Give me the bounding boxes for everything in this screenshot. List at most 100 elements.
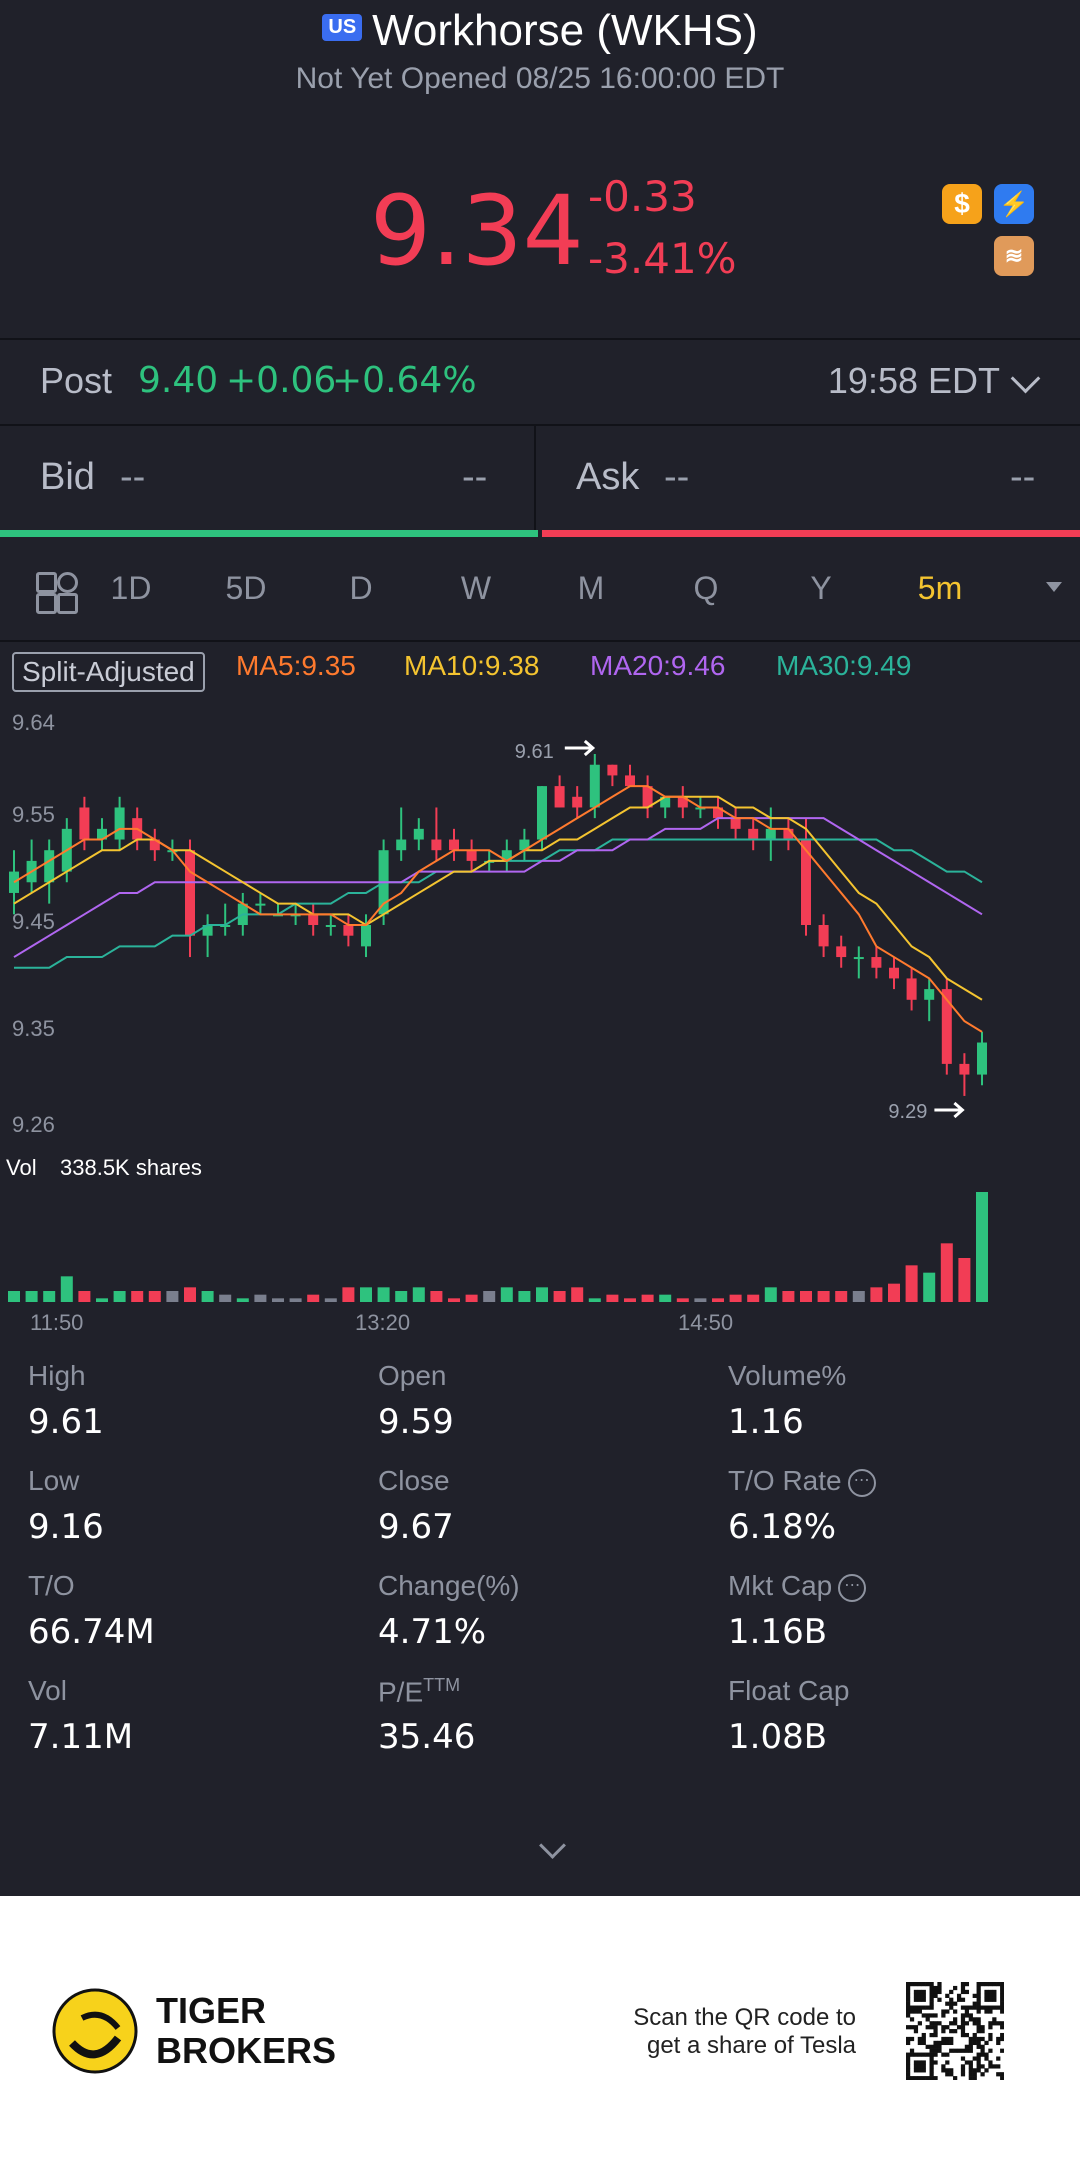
qr-module bbox=[949, 2036, 954, 2042]
qr-module bbox=[933, 2048, 938, 2053]
qr-module bbox=[921, 2036, 926, 2042]
tab-m[interactable]: M bbox=[577, 570, 605, 606]
volume-bar bbox=[254, 1294, 267, 1302]
volume-bar bbox=[624, 1298, 636, 1302]
volume-bar bbox=[676, 1298, 689, 1302]
qr-module bbox=[913, 2029, 919, 2034]
tab-d[interactable]: D bbox=[349, 570, 373, 606]
page-title: US Workhorse (WKHS) bbox=[0, 6, 1080, 56]
qr-module bbox=[980, 2005, 985, 2010]
ma20-label: MA20:9.46 bbox=[590, 650, 726, 681]
qr-module bbox=[906, 1997, 911, 2002]
qr-module bbox=[964, 2009, 970, 2014]
qr-module bbox=[984, 2005, 989, 2010]
volume-bar bbox=[940, 1243, 953, 1302]
volume-bar bbox=[360, 1287, 372, 1302]
divider bbox=[0, 424, 1080, 426]
qr-module bbox=[956, 1993, 962, 1998]
qr-module bbox=[941, 2040, 946, 2046]
period-dropdown-icon[interactable] bbox=[1046, 582, 1062, 592]
qr-module bbox=[941, 2052, 946, 2057]
tab-q[interactable]: Q bbox=[693, 570, 719, 606]
candle-body bbox=[941, 989, 952, 1064]
stat-label-text: Volume% bbox=[728, 1360, 847, 1391]
price-chart[interactable]: 9.64 9.55 9.45 9.35 9.26 9.61 9.29 Vol 338.5K sh… bbox=[0, 700, 1080, 1340]
info-icon[interactable]: ⋯ bbox=[847, 1468, 876, 1497]
qr-module bbox=[996, 2005, 1001, 2010]
qr-module bbox=[976, 1989, 981, 1995]
volume-bar bbox=[641, 1294, 654, 1302]
candle-body bbox=[343, 925, 354, 936]
qr-module bbox=[949, 2072, 954, 2077]
qr-module bbox=[1000, 1993, 1004, 1998]
qr-module bbox=[945, 2052, 950, 2057]
qr-module bbox=[988, 2048, 993, 2053]
qr-module bbox=[976, 1997, 981, 2002]
stat-label: Float Cap bbox=[728, 1675, 849, 1707]
chevron-down-icon[interactable] bbox=[1010, 363, 1041, 394]
qr-module bbox=[976, 2025, 981, 2030]
qr-module bbox=[964, 1982, 970, 1987]
qr-module bbox=[917, 2076, 922, 2080]
volume-bar bbox=[430, 1291, 443, 1302]
grid-layout-icon[interactable] bbox=[36, 572, 78, 614]
candle-body bbox=[889, 967, 899, 979]
qr-module bbox=[941, 2064, 946, 2069]
stat-label-text: High bbox=[28, 1360, 86, 1391]
stat-value: 66.74M bbox=[28, 1612, 155, 1652]
qr-module bbox=[933, 2060, 938, 2065]
volume-bar bbox=[888, 1283, 900, 1302]
qr-module bbox=[917, 2064, 922, 2069]
qr-module bbox=[972, 2056, 977, 2061]
qr-module bbox=[1000, 2021, 1004, 2026]
volume-bar bbox=[958, 1258, 971, 1302]
market-status: Not Yet Opened 08/25 16:00:00 EDT bbox=[295, 62, 785, 95]
qr-code-icon[interactable] bbox=[906, 1982, 1004, 2080]
candle-body bbox=[308, 914, 319, 925]
volume-value: 338.5K shares bbox=[60, 1155, 202, 1180]
volume-bar bbox=[553, 1291, 566, 1302]
split-adjusted-toggle[interactable]: Split-Adjusted bbox=[12, 652, 205, 692]
qr-module bbox=[925, 2025, 930, 2030]
qr-module bbox=[968, 2036, 973, 2042]
bid-ratio-bar bbox=[0, 530, 538, 537]
lightning-level1-icon[interactable]: ⚡ bbox=[994, 184, 1034, 224]
qr-module bbox=[992, 2021, 997, 2026]
qr-module bbox=[925, 2052, 930, 2057]
qr-module bbox=[972, 2032, 977, 2038]
volume-bar bbox=[747, 1294, 760, 1302]
dollar-icon[interactable]: $ bbox=[942, 184, 982, 224]
volume-bar bbox=[852, 1291, 865, 1302]
stat-value: 4.71% bbox=[378, 1612, 487, 1652]
qr-module bbox=[960, 2017, 966, 2022]
qr-module bbox=[933, 1989, 938, 1995]
volume-bar bbox=[659, 1294, 672, 1302]
qr-module bbox=[933, 2040, 938, 2046]
tab-1d[interactable]: 1D bbox=[110, 570, 152, 606]
info-icon[interactable]: ⋯ bbox=[838, 1573, 867, 1602]
qr-module bbox=[984, 1993, 989, 1998]
candle-body bbox=[537, 786, 547, 840]
qr-module bbox=[929, 2052, 934, 2057]
volume-bar bbox=[96, 1298, 108, 1302]
qr-module bbox=[976, 2052, 981, 2057]
qr-module bbox=[913, 2009, 919, 2014]
tab-5d[interactable]: 5D bbox=[225, 570, 267, 606]
layers-a-icon[interactable]: ≋ bbox=[994, 236, 1034, 276]
expand-chevron-icon[interactable] bbox=[539, 1832, 566, 1859]
tab-5m[interactable]: 5m bbox=[917, 570, 963, 606]
qr-module bbox=[937, 1997, 942, 2002]
qr-module bbox=[976, 2029, 981, 2034]
bid-panel: Bid -- -- bbox=[0, 426, 540, 530]
qr-module bbox=[1000, 1989, 1004, 1995]
qr-module bbox=[972, 2076, 977, 2080]
stat-label: P/ETTM bbox=[378, 1675, 460, 1708]
tab-w[interactable]: W bbox=[460, 570, 492, 606]
qr-module bbox=[917, 1997, 922, 2002]
low-marker-label: 9.29 bbox=[888, 1101, 927, 1123]
post-market-row[interactable]: Post 9.40 +0.06 +0.64% 19:58 EDT bbox=[0, 340, 1080, 424]
qr-module bbox=[906, 2064, 911, 2069]
scan-line2: get a share of Tesla bbox=[646, 2032, 856, 2059]
qr-module bbox=[929, 2001, 934, 2006]
tab-y[interactable]: Y bbox=[810, 570, 832, 606]
